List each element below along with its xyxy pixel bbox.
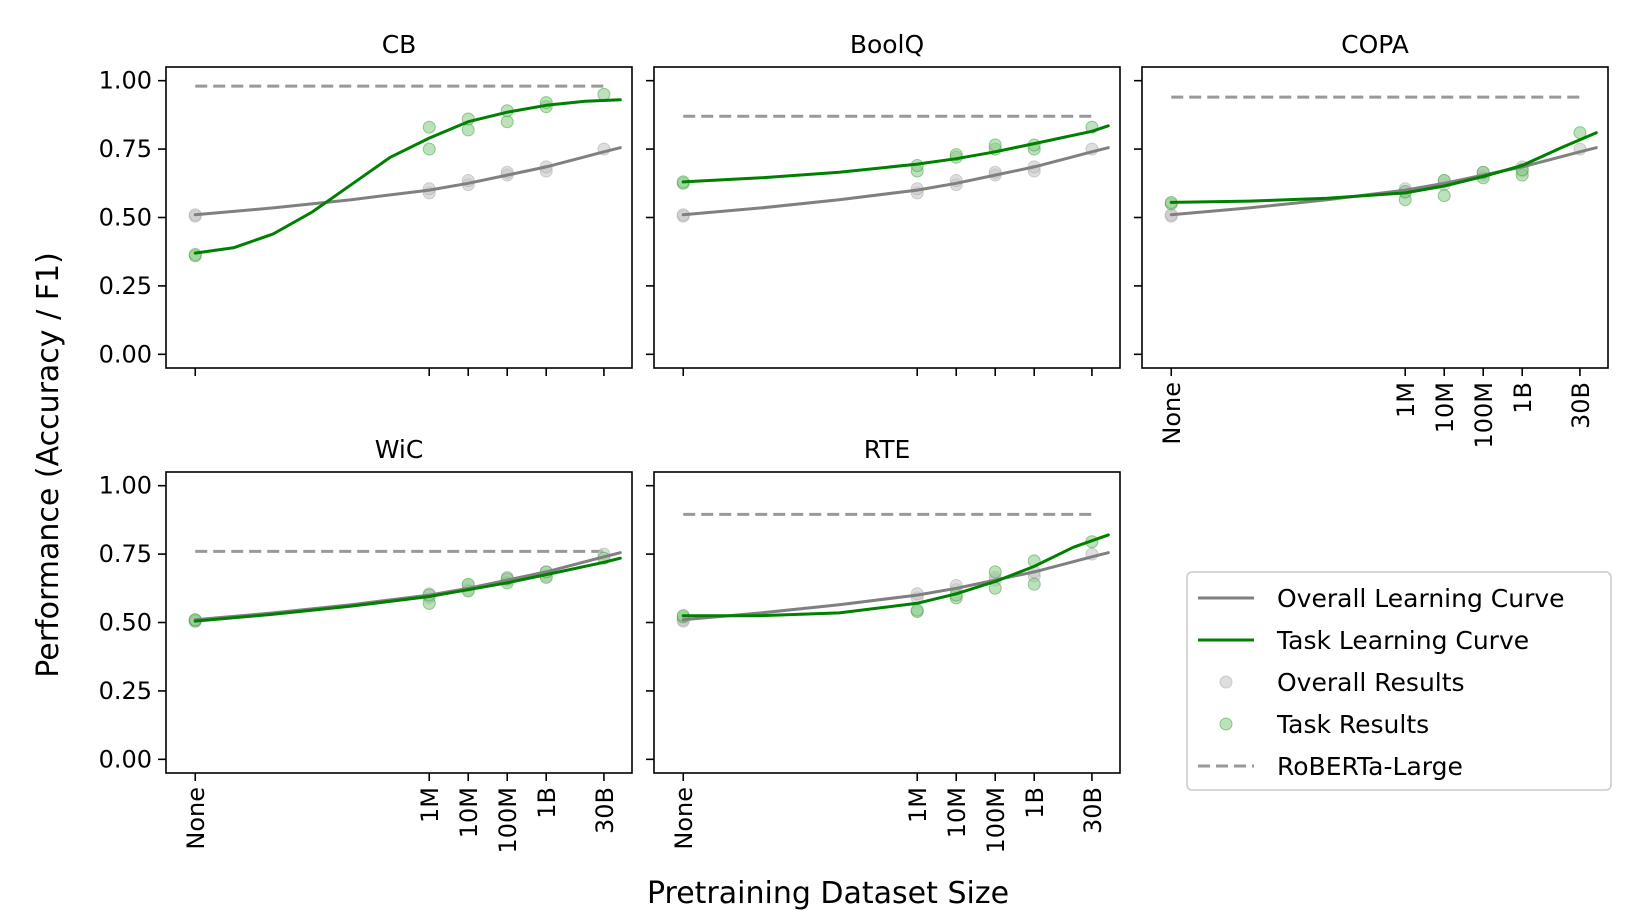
legend-label: Overall Results [1277,668,1465,697]
x-tick-label: 1B [533,787,561,819]
legend-label: Task Learning Curve [1276,626,1529,655]
x-tick-label: 30B [1567,382,1595,429]
legend-item-task-curve: Task Learning Curve [1198,626,1529,655]
axes-frame [1141,66,1609,369]
legend-swatch [1219,717,1233,731]
x-axis-label: Pretraining Dataset Size [647,876,1009,911]
task-result-point [1437,189,1451,203]
x-tick-label: 1M [416,787,444,823]
task-result-point [461,123,475,137]
x-tick-label: 10M [455,787,483,838]
panel-boolq: BoolQ [646,30,1121,376]
y-tick-label: 0.50 [99,204,152,232]
legend-item-overall-results: Overall Results [1219,668,1465,697]
task-result-point [422,120,436,134]
panel-copa: COPA None 1M 10M 100M 1B 30B [1134,30,1609,449]
panel-title: WiC [375,435,424,464]
legend: Overall Learning Curve Task Learning Curv… [1186,571,1612,791]
task-result-point [988,565,1002,579]
x-tick-label: 100M [982,787,1010,854]
x-tick-label: None [182,787,210,850]
y-tick-label: 0.75 [99,540,152,568]
y-tick-label: 1.00 [99,67,152,95]
task-result-point [910,603,924,617]
axes-frame [165,66,633,369]
legend-label: RoBERTa-Large [1277,752,1463,781]
legend-label: Overall Learning Curve [1277,584,1565,613]
x-tick-label: 100M [1470,382,1498,449]
task-curve [681,124,1110,184]
panels: CB 0.00 0.25 0.50 0.75 1.00 BoolQ COPA None 1M 10M… [99,30,1609,854]
panel-title: RTE [864,435,911,464]
task-result-point [597,87,611,101]
x-tick-label: 1B [1509,382,1537,414]
x-tick-label: 30B [591,787,619,834]
panel-wic: WiC 0.00 0.25 0.50 0.75 1.00 None 1M 10M 100M 1B 30… [99,435,633,854]
task-result-point [1027,577,1041,591]
axes-frame [165,471,633,774]
legend-swatch [1219,675,1233,689]
task-curve [193,556,622,623]
y-axis-label: Performance (Accuracy / F1) [31,252,66,678]
overall-curve [1169,146,1598,217]
legend-item-overall-curve: Overall Learning Curve [1198,584,1565,613]
y-tick-label: 1.00 [99,472,152,500]
x-tick-label: 10M [943,787,971,838]
legend-label: Task Results [1276,710,1429,739]
axes-frame [653,66,1121,369]
x-tick-label: 30B [1079,787,1107,834]
task-curve [681,533,1110,618]
panel-rte: RTE None 1M 10M 100M 1B 30B [646,435,1121,854]
overall-curve [681,146,1110,217]
panel-cb: CB 0.00 0.25 0.50 0.75 1.00 [99,30,633,376]
panel-title: COPA [1341,30,1409,59]
overall-curve [193,551,622,622]
task-result-point [500,115,514,129]
task-curve [193,98,622,255]
x-tick-label: None [1158,382,1186,445]
axes-frame [653,471,1121,774]
legend-item-task-results: Task Results [1219,710,1429,739]
x-tick-label: 100M [494,787,522,854]
y-tick-label: 0.50 [99,609,152,637]
panel-title: CB [382,30,417,59]
task-curve [1169,131,1598,204]
x-tick-label: 1B [1021,787,1049,819]
task-result-point [422,142,436,156]
overall-curve [681,551,1110,622]
y-tick-label: 0.25 [99,677,152,705]
legend-item-roberta: RoBERTa-Large [1198,752,1463,781]
x-tick-label: None [670,787,698,850]
y-tick-label: 0.25 [99,272,152,300]
task-result-point [988,138,1002,152]
x-tick-label: 1M [904,787,932,823]
y-tick-label: 0.75 [99,135,152,163]
x-tick-label: 1M [1392,382,1420,418]
x-tick-label: 10M [1431,382,1459,433]
y-tick-label: 0.00 [99,745,152,773]
y-tick-label: 0.00 [99,340,152,368]
legend-frame [1186,571,1612,791]
overall-curve [193,146,622,217]
panel-title: BoolQ [850,30,924,59]
